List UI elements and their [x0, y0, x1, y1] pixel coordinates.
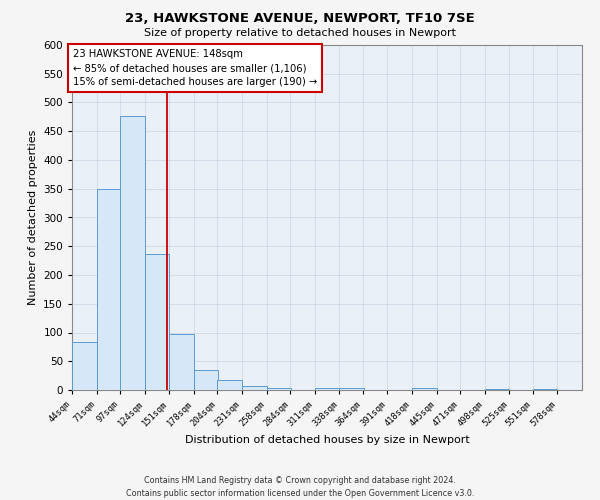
X-axis label: Distribution of detached houses by size in Newport: Distribution of detached houses by size …	[185, 434, 469, 444]
Bar	[72, 342, 97, 390]
Bar	[194, 370, 218, 390]
Text: 23, HAWKSTONE AVENUE, NEWPORT, TF10 7SE: 23, HAWKSTONE AVENUE, NEWPORT, TF10 7SE	[125, 12, 475, 26]
Bar	[315, 388, 339, 390]
Bar	[412, 388, 437, 390]
Text: Contains HM Land Registry data © Crown copyright and database right 2024.
Contai: Contains HM Land Registry data © Crown c…	[126, 476, 474, 498]
Bar	[217, 380, 242, 390]
Bar	[97, 190, 121, 390]
Bar	[339, 388, 364, 390]
Y-axis label: Number of detached properties: Number of detached properties	[28, 130, 38, 305]
Bar	[242, 386, 266, 390]
Bar	[145, 254, 169, 390]
Bar	[169, 334, 194, 390]
Bar	[120, 116, 145, 390]
Bar	[266, 388, 291, 390]
Text: Size of property relative to detached houses in Newport: Size of property relative to detached ho…	[144, 28, 456, 38]
Text: 23 HAWKSTONE AVENUE: 148sqm
← 85% of detached houses are smaller (1,106)
15% of : 23 HAWKSTONE AVENUE: 148sqm ← 85% of det…	[73, 49, 317, 87]
